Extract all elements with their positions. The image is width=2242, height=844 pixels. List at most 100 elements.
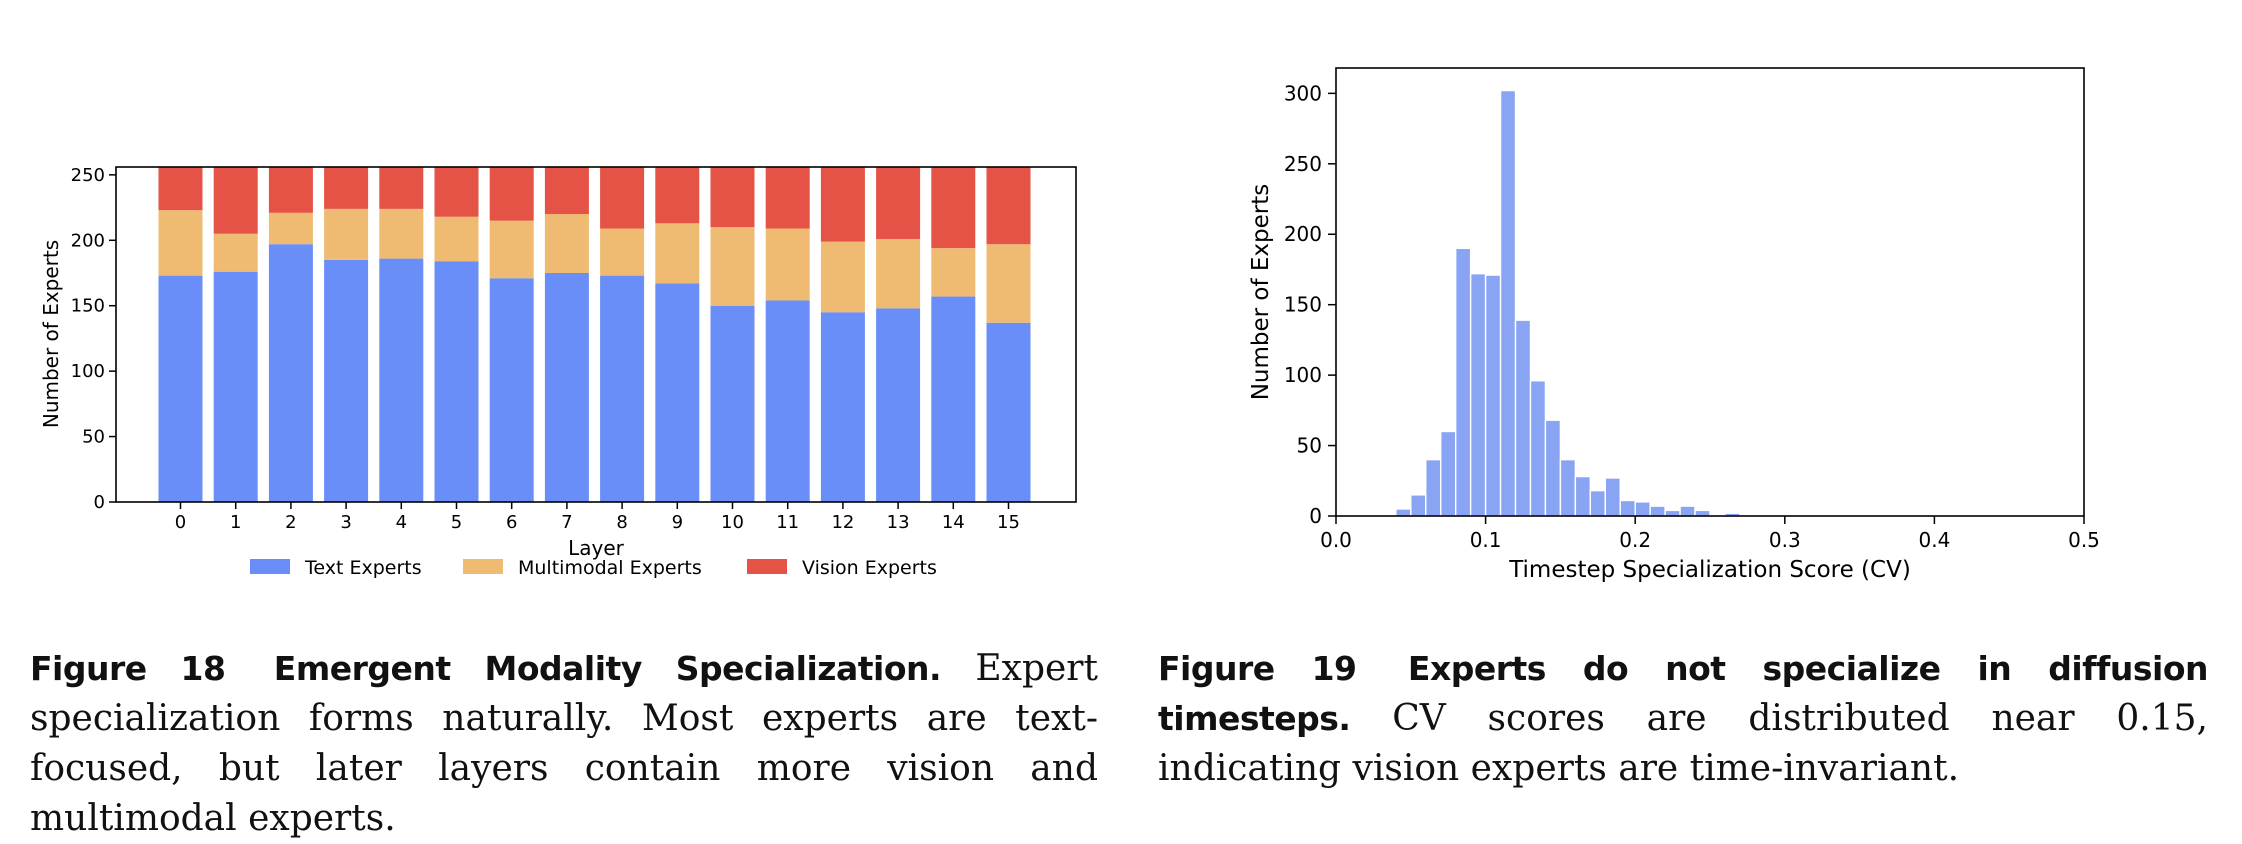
histogram-bar [1499, 89, 1517, 517]
chart2-y-axis: 0 50 100 150 200 250 300 [1284, 81, 1336, 528]
bar-vision-experts-layer-11 [765, 167, 810, 229]
histogram-bar [1559, 458, 1577, 517]
bar-vision-experts-layer-0 [158, 167, 203, 211]
bar-multimodal-experts-layer-0 [158, 210, 203, 276]
chart2-xtick-label: 0.1 [1470, 528, 1502, 552]
bar-multimodal-experts-layer-12 [820, 241, 865, 313]
chart1-xtick-label: 8 [616, 512, 627, 533]
bar-text-experts-layer-6 [489, 278, 534, 502]
bar-vision-experts-layer-6 [489, 167, 534, 221]
chart1-xtick-label: 9 [672, 512, 683, 533]
bar-vision-experts-layer-15 [986, 167, 1031, 245]
histogram-bar [1694, 509, 1711, 517]
chart2-ytick-label: 0 [1309, 504, 1322, 528]
chart2-xtick-label: 0.5 [2068, 528, 2100, 552]
histogram-bar [1679, 505, 1696, 517]
chart2-bars [1395, 89, 1936, 517]
chart2-xtick-label: 0.0 [1320, 528, 1352, 552]
chart1-xtick-label: 15 [997, 512, 1020, 533]
histogram-bar [1484, 274, 1502, 517]
bar-vision-experts-layer-13 [876, 167, 921, 239]
histogram-bar [1589, 489, 1606, 517]
chart2-xtick-label: 0.2 [1619, 528, 1651, 552]
histogram-bar [1454, 247, 1472, 517]
histogram-bar [1395, 508, 1412, 517]
figure-19-text: CV scores are distributed near 0.15, ind… [1158, 698, 2208, 789]
bar-multimodal-experts-layer-2 [268, 212, 313, 245]
chart2-ylabel: Number of Experts [1248, 184, 1274, 401]
bar-multimodal-experts-layer-7 [544, 214, 589, 273]
chart1-x-axis: 0 1 2 3 4 5 6 7 8 9 10 11 12 13 14 15 [175, 502, 1020, 533]
histogram-bar [1425, 458, 1442, 517]
chart2-ytick-label: 50 [1297, 434, 1322, 458]
histogram-bar [1574, 475, 1592, 517]
bar-text-experts-layer-9 [655, 283, 700, 502]
chart2-xlabel: Timestep Specialization Score (CV) [1508, 557, 1911, 583]
bar-vision-experts-layer-10 [710, 167, 755, 228]
bar-vision-experts-layer-9 [655, 167, 700, 224]
chart1-y-axis: 0 50 100 150 200 250 [71, 165, 116, 513]
histogram-bar [1649, 505, 1666, 517]
bar-multimodal-experts-layer-11 [765, 228, 810, 301]
chart2-x-axis: 0.0 0.1 0.2 0.3 0.4 0.5 [1320, 516, 2100, 552]
bar-text-experts-layer-0 [158, 275, 203, 502]
chart2-ytick-label: 250 [1284, 152, 1322, 176]
figure-19-caption: Figure 19 Experts do not specialize in d… [1158, 644, 2208, 794]
chart2-xtick-label: 0.3 [1769, 528, 1801, 552]
bar-vision-experts-layer-12 [820, 167, 865, 242]
histogram-bar [1514, 319, 1532, 517]
chart1-xtick-label: 12 [831, 512, 854, 533]
chart1-xtick-label: 14 [942, 512, 965, 533]
chart2-ytick-label: 100 [1284, 363, 1322, 387]
chart1-xtick-label: 0 [175, 512, 186, 533]
chart2-ytick-label: 300 [1284, 81, 1322, 105]
chart1-xtick-label: 7 [561, 512, 572, 533]
chart1-ytick-label: 100 [71, 361, 105, 382]
chart1-xlabel: Layer [568, 536, 625, 560]
histogram-bar [1469, 272, 1487, 517]
histogram-bar [1440, 430, 1457, 517]
chart2-plot-frame [1335, 67, 2085, 517]
chart1-ylabel: Number of Experts [39, 240, 63, 428]
histogram-bar [1619, 499, 1636, 517]
chart1-xtick-label: 1 [230, 512, 241, 533]
chart1-xtick-label: 2 [285, 512, 296, 533]
figure-18-text: Expert specialization forms naturally. M… [30, 648, 1098, 839]
bar-text-experts-layer-12 [820, 312, 865, 502]
figure-18-title: Emergent Modality Specialization. [273, 649, 942, 688]
chart1-ytick-label: 200 [71, 230, 105, 251]
legend-swatch-2 [747, 559, 787, 574]
chart1-xtick-label: 10 [721, 512, 744, 533]
histogram-bar [1664, 509, 1681, 517]
chart2-ytick-label: 200 [1284, 222, 1322, 246]
chart1-legend: Text Experts Multimodal Experts Vision Exp… [250, 557, 937, 579]
figure-18-number: Figure 18 [30, 649, 226, 688]
bar-text-experts-layer-13 [876, 308, 921, 502]
timestep-specialization-histogram: 0 50 100 150 200 250 300 0.0 0.1 0.2 0.3 0.4 0.5 Ti… [1248, 67, 2100, 583]
bar-multimodal-experts-layer-9 [655, 223, 700, 284]
chart1-xtick-label: 5 [451, 512, 462, 533]
bar-multimodal-experts-layer-10 [710, 227, 755, 306]
bar-text-experts-layer-10 [710, 305, 755, 502]
chart1-xtick-label: 3 [340, 512, 351, 533]
bar-vision-experts-layer-8 [600, 167, 645, 229]
bar-text-experts-layer-8 [600, 275, 645, 502]
chart1-xtick-label: 6 [506, 512, 517, 533]
chart1-bars [158, 167, 1031, 502]
legend-label-2: Vision Experts [802, 557, 937, 579]
legend-swatch-0 [250, 559, 290, 574]
bar-multimodal-experts-layer-14 [931, 248, 976, 297]
legend-swatch-1 [463, 559, 503, 574]
bar-text-experts-layer-11 [765, 300, 810, 502]
histogram-bar [1634, 501, 1651, 517]
bar-vision-experts-layer-3 [324, 167, 369, 209]
bar-multimodal-experts-layer-6 [489, 220, 534, 279]
bar-text-experts-layer-7 [544, 272, 589, 502]
bar-multimodal-experts-layer-1 [213, 233, 258, 272]
chart1-ytick-label: 150 [71, 296, 105, 317]
chart2-ytick-label: 150 [1284, 293, 1322, 317]
bar-text-experts-layer-15 [986, 322, 1031, 502]
legend-label-1: Multimodal Experts [518, 557, 702, 579]
bar-multimodal-experts-layer-8 [600, 228, 645, 276]
